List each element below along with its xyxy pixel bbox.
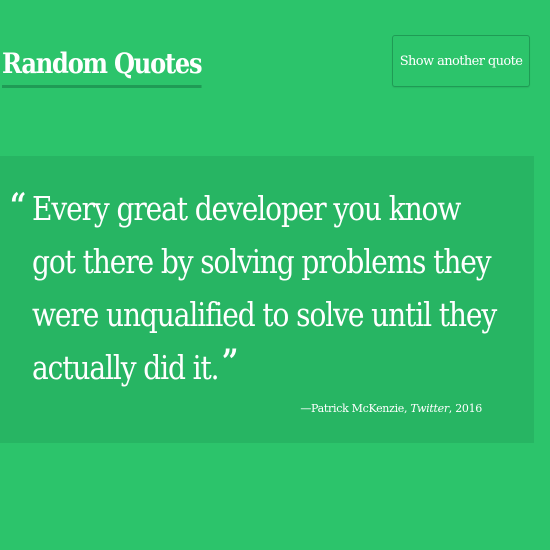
close-quote-icon: ” (221, 342, 239, 382)
page-title: Random Quotes (2, 44, 203, 88)
attribution-separator-2: , (448, 402, 456, 415)
show-another-quote-button[interactable]: Show another quote (392, 35, 530, 87)
quote-source: Twitter (410, 402, 449, 415)
quote-card: “ Every great developer you know got the… (0, 156, 534, 443)
attribution-separator: , (404, 402, 411, 415)
attribution-dash: — (300, 402, 312, 415)
open-quote-icon: “ (9, 186, 27, 226)
quote-text-block: “ Every great developer you know got the… (10, 182, 508, 395)
quote-year: 2016 (455, 402, 482, 415)
quote-attribution: —Patrick McKenzie, Twitter, 2016 (300, 402, 482, 415)
quote-text: Every great developer you know got there… (32, 189, 497, 387)
quote-author: Patrick McKenzie (311, 402, 404, 415)
